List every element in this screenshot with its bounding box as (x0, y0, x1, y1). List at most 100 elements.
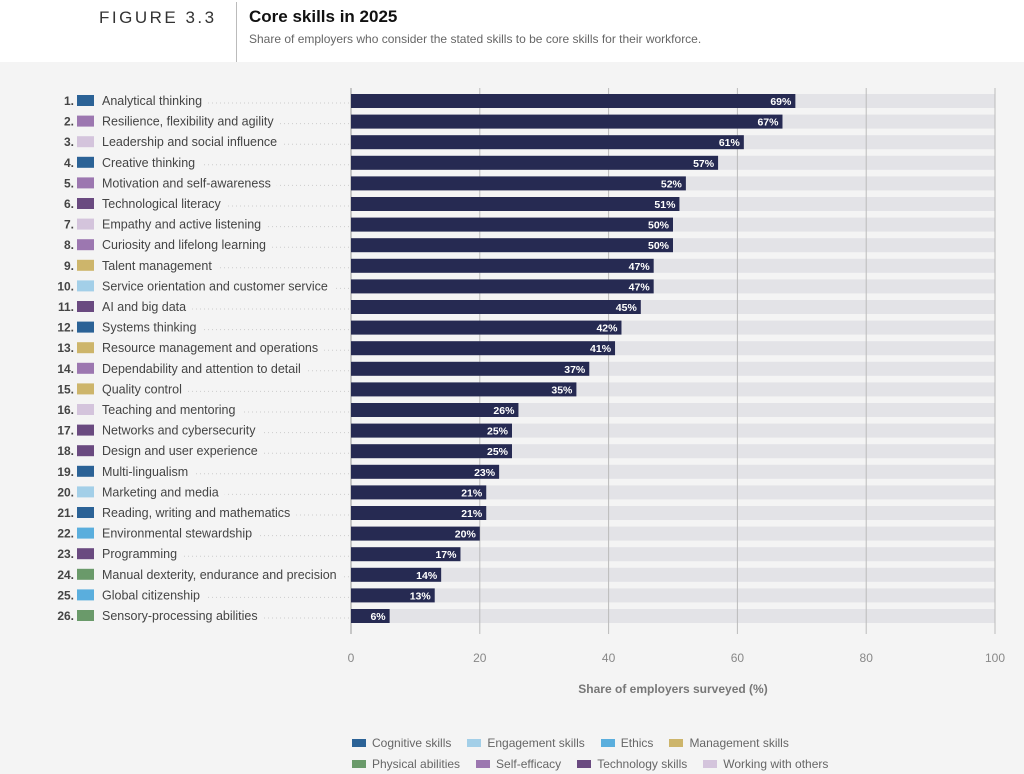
category-label: Design and user experience (102, 444, 258, 458)
data-label: 21% (461, 487, 483, 499)
bar-track (351, 567, 995, 582)
data-label: 37% (564, 364, 586, 376)
skill-group-swatch (77, 465, 94, 477)
data-label: 13% (410, 590, 432, 602)
bar-track (351, 526, 995, 541)
bar (351, 506, 487, 520)
label-bg (98, 114, 280, 129)
skill-group-swatch (77, 301, 94, 312)
rank-label: 6. (64, 197, 74, 211)
skill-group-swatch (77, 486, 94, 498)
legend-label: Cognitive skills (372, 735, 452, 750)
data-label: 51% (654, 199, 676, 211)
rank-label: 3. (64, 135, 74, 149)
x-tick-label: 80 (860, 651, 874, 665)
rank-label: 21. (57, 506, 74, 520)
category-label: Sensory-processing abilities (102, 609, 258, 623)
legend-swatch (352, 738, 366, 747)
category-label: Environmental stewardship (102, 527, 252, 541)
skill-group-swatch (77, 259, 94, 271)
bar (351, 526, 480, 541)
data-label: 6% (370, 611, 386, 623)
skill-group-swatch (77, 95, 94, 106)
data-label: 23% (474, 467, 496, 479)
legend-swatch (476, 759, 491, 768)
chart-title: Core skills in 2025 (249, 7, 398, 26)
rank-label: 26. (57, 609, 74, 623)
legend-row: Physical abilities Self-efficacy Technolog… (352, 753, 872, 774)
label-bg (98, 485, 225, 500)
label-bg (98, 423, 262, 438)
bar-track (351, 485, 995, 500)
label-bg (98, 547, 184, 562)
skill-group-swatch (77, 507, 94, 518)
data-label: 57% (693, 158, 715, 170)
skill-group-swatch (77, 239, 94, 251)
category-label: Leadership and social influence (102, 135, 277, 149)
category-label: Resilience, flexibility and agility (102, 115, 274, 129)
label-bg (98, 258, 218, 273)
rank-label: 8. (64, 238, 74, 252)
legend-swatch (703, 759, 718, 768)
data-label: 21% (461, 508, 483, 520)
legend-label: Working with others (723, 756, 829, 771)
skill-group-swatch (77, 280, 94, 292)
skill-group-swatch (77, 198, 94, 209)
category-label: Empathy and active listening (102, 218, 261, 232)
label-bg (98, 300, 193, 314)
data-label: 42% (596, 323, 618, 335)
bar (351, 423, 512, 438)
rank-label: 18. (57, 444, 74, 458)
skill-group-swatch (77, 548, 94, 560)
bar (351, 485, 487, 500)
category-label: Quality control (102, 382, 182, 396)
rank-label: 13. (57, 341, 74, 355)
label-bg (98, 526, 259, 541)
bar-track (351, 588, 995, 603)
legend-row: Cognitive skills Engagement skills Ethics M… (352, 732, 872, 753)
header-divider (236, 2, 237, 62)
data-label: 67% (757, 117, 779, 129)
bar (351, 114, 783, 129)
category-label: Multi-lingualism (102, 465, 188, 479)
bar (351, 217, 673, 232)
category-label: Analytical thinking (102, 94, 202, 108)
rank-label: 16. (57, 403, 74, 417)
label-bg (98, 279, 334, 294)
legend-swatch (669, 738, 684, 747)
skill-group-swatch (77, 445, 94, 457)
category-label: Global citizenship (102, 588, 200, 602)
label-bg (98, 320, 203, 335)
label-bg (98, 403, 242, 417)
rank-label: 14. (57, 362, 74, 376)
bar-track (351, 464, 995, 479)
rank-label: 1. (64, 94, 74, 108)
bar (351, 444, 512, 459)
data-label: 17% (435, 549, 457, 561)
data-label: 35% (551, 384, 573, 396)
header: FIGURE 3.3 Core skills in 2025 Share of … (0, 0, 1024, 62)
x-axis-title: Share of employers surveyed (%) (578, 682, 767, 696)
rank-label: 15. (57, 382, 74, 396)
data-label: 52% (661, 178, 683, 190)
bar (351, 588, 435, 603)
data-label: 47% (629, 261, 651, 273)
category-label: Service orientation and customer service (102, 279, 328, 293)
label-bg (98, 155, 202, 170)
data-label: 14% (416, 570, 438, 582)
category-label: Marketing and media (102, 485, 219, 499)
rank-label: 20. (57, 485, 74, 499)
category-label: Dependability and attention to detail (102, 362, 301, 376)
skill-group-swatch (77, 589, 94, 601)
legend-label: Engagement skills (487, 735, 585, 750)
skill-group-swatch (77, 136, 94, 148)
legend-swatch (467, 738, 482, 747)
data-label: 50% (648, 220, 670, 232)
rank-label: 25. (57, 588, 74, 602)
rank-label: 23. (57, 547, 74, 561)
bar (351, 258, 654, 273)
legend-label: Technology skills (597, 756, 688, 771)
label-bg (98, 217, 268, 232)
data-label: 61% (719, 137, 741, 149)
bar (351, 403, 519, 417)
